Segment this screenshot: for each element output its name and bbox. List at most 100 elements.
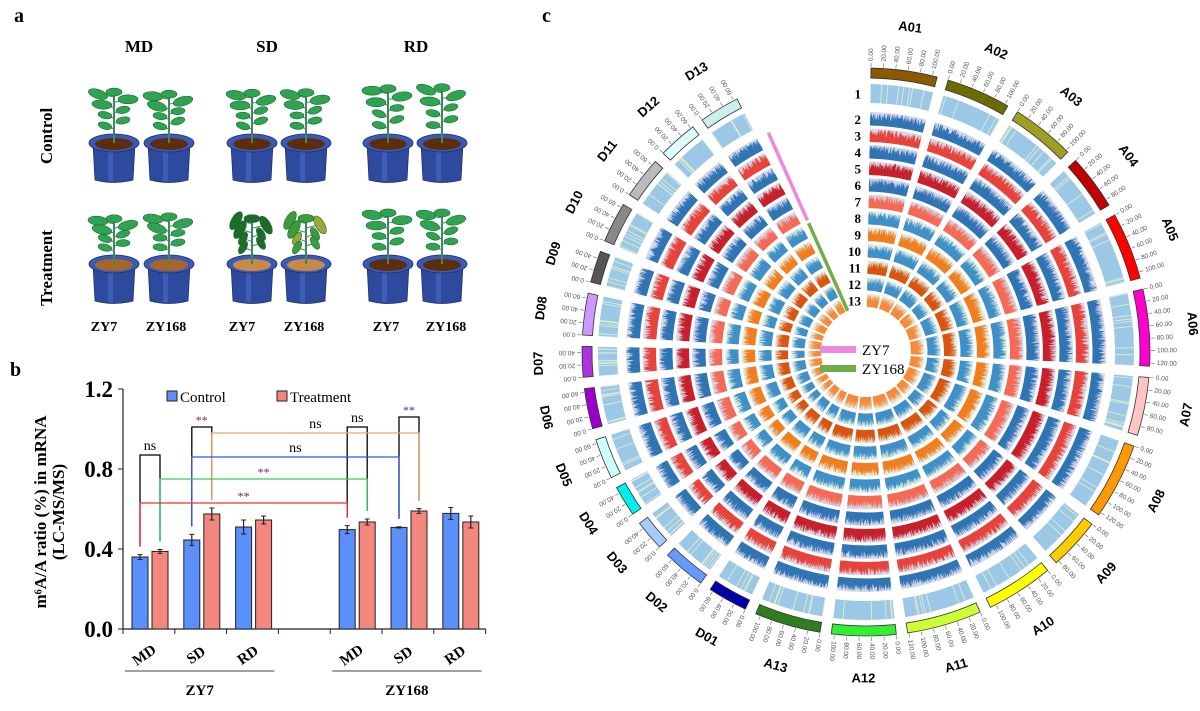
- heatmap-stripe: [600, 384, 620, 388]
- histogram-track-12: [797, 314, 814, 328]
- heatmap-stripe: [981, 572, 992, 590]
- heatmap-stripe: [678, 159, 693, 174]
- leaf: [97, 111, 113, 120]
- histogram-track-12: [919, 316, 938, 336]
- axis-tick: [639, 528, 643, 532]
- histogram-track-9: [914, 437, 945, 463]
- axis-tick-label: 60.00: [983, 70, 996, 88]
- histogram-track-12: [857, 413, 874, 427]
- axis-tick-label: 40.00: [593, 204, 611, 218]
- histogram-track-11: [793, 399, 810, 415]
- heatmap-track: [1032, 502, 1080, 551]
- significance-bracket: [191, 426, 213, 527]
- histogram-track-4: [693, 214, 723, 245]
- pot-highlight: [163, 268, 168, 302]
- axis-tick-label: 60.00: [855, 643, 862, 660]
- x-category-label: RD: [442, 643, 469, 669]
- axis-tick: [758, 616, 761, 621]
- heatmap-stripe: [619, 245, 638, 254]
- axis-tick-label: 0.00: [611, 181, 626, 194]
- axis-tick-label: 40.00: [786, 633, 797, 651]
- bar-treatment: [255, 519, 273, 630]
- axis-tick-label: 60.00: [773, 629, 785, 647]
- heatmap-stripe: [1086, 466, 1105, 476]
- axis-tick: [596, 454, 601, 457]
- axis-tick: [806, 630, 808, 635]
- bar-chart: m⁶A/A ratio (%) in mRNA (LC-MS/MS) Contr…: [31, 377, 487, 699]
- histogram-track-10: [948, 300, 970, 328]
- x-category-label: MD: [337, 642, 367, 670]
- leaf: [283, 100, 305, 110]
- leaf: [389, 104, 405, 112]
- chromosome-label: A02: [982, 39, 1010, 62]
- histogram-track-9: [882, 453, 916, 475]
- heatmap-stripe: [613, 260, 632, 268]
- axis-tick: [1148, 312, 1153, 314]
- histogram-track-7: [776, 213, 801, 235]
- heatmap-stripe: [1092, 455, 1110, 464]
- leaf: [105, 87, 123, 97]
- axis-tick: [957, 621, 959, 626]
- axis-tick-label: 0.00: [563, 374, 577, 382]
- histogram-track-9: [867, 227, 897, 245]
- axis-tick: [971, 83, 974, 88]
- chromosome-label: A08: [1144, 487, 1168, 515]
- axis-tick-label: 20.00: [616, 168, 634, 183]
- histogram-track-2: [869, 112, 926, 133]
- histogram-track-2: [1082, 372, 1105, 422]
- leaf: [152, 243, 168, 252]
- axis-tick: [968, 617, 971, 622]
- axis-tick: [621, 504, 626, 507]
- axis-tick: [1140, 426, 1146, 428]
- pot-highlight: [382, 147, 387, 181]
- axis-tick: [920, 631, 923, 636]
- histogram-track-5: [793, 515, 838, 540]
- chromosome-ideogram: [1132, 288, 1151, 367]
- histogram-track-5: [1038, 310, 1057, 362]
- leaf: [419, 220, 441, 231]
- heatmap-stripe: [980, 114, 991, 132]
- axis-tick-label: 60.00: [697, 595, 712, 613]
- histogram-track-2: [626, 347, 641, 373]
- chromosome-label: D12: [634, 93, 662, 120]
- axis-tick-label: 0.00: [947, 60, 957, 75]
- axis-tick-label: 60.00: [1050, 113, 1066, 130]
- histogram-track-7: [806, 484, 843, 507]
- histogram-track-10: [758, 329, 774, 347]
- axis-tick: [994, 93, 997, 98]
- potted-plant: [280, 211, 332, 304]
- histogram-track-3: [978, 164, 1024, 205]
- chromosome-ideogram: [1127, 376, 1150, 436]
- panel-label-a: a: [14, 5, 24, 27]
- leaf: [446, 90, 466, 102]
- legend: Control Treatment: [166, 390, 352, 406]
- axis-tick-label: 20.00: [959, 61, 971, 79]
- histogram-track-6: [951, 206, 990, 240]
- axis-tick: [625, 191, 629, 195]
- axis-tick: [1017, 107, 1021, 112]
- heatmap-stripe: [989, 119, 1000, 137]
- axis-tick-label: 20.00: [654, 125, 670, 142]
- heatmap-track: [642, 172, 682, 215]
- chromosome-label: D13: [682, 59, 710, 84]
- leaf: [425, 231, 441, 241]
- histogram-track-7: [962, 439, 990, 468]
- histogram-track-7: [992, 277, 1018, 315]
- histogram-track-7: [714, 296, 732, 317]
- histogram-track-11: [777, 320, 794, 333]
- histogram-track-12: [825, 403, 840, 420]
- histogram-track-12: [837, 408, 857, 426]
- leaf: [416, 83, 436, 96]
- histogram-track-9: [940, 419, 965, 443]
- heatmap-stripe: [1105, 419, 1124, 426]
- axis-tick-label: 40.00: [563, 402, 581, 412]
- potted-plant: [225, 88, 278, 183]
- histogram-track-10: [943, 383, 967, 413]
- histogram-track-13: [834, 389, 847, 405]
- heatmap-stripe: [774, 586, 782, 605]
- histogram-track-6: [767, 198, 794, 221]
- histogram-track-6: [692, 348, 707, 367]
- histogram-track-9: [972, 361, 990, 389]
